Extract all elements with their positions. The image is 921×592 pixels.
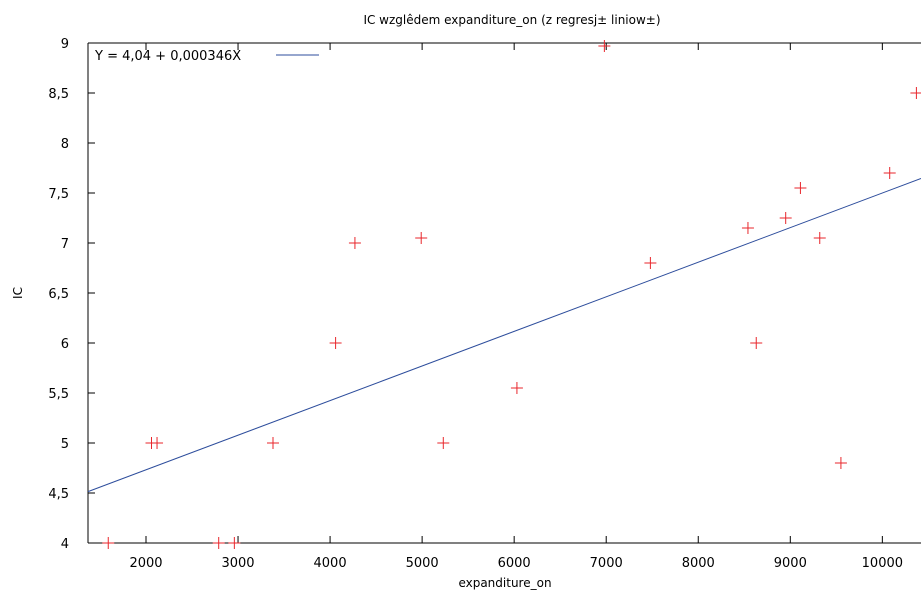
y-tick-label: 7 <box>61 237 69 252</box>
y-axis-title: IC <box>11 287 25 299</box>
scatter-point <box>644 257 657 269</box>
scatter-point <box>510 382 523 394</box>
scatter-point <box>794 182 807 194</box>
scatter-point <box>834 457 847 469</box>
scatter-point <box>779 212 792 224</box>
y-tick-label: 6,5 <box>48 287 69 302</box>
y-tick-label: 8,5 <box>48 87 69 102</box>
y-tick-label: 9 <box>61 37 69 52</box>
scatter-point <box>348 237 361 249</box>
y-tick-label: 6 <box>61 337 69 352</box>
data-points <box>102 40 921 549</box>
scatter-point <box>741 222 754 234</box>
y-tick-label: 4 <box>61 537 69 552</box>
scatter-point <box>102 537 115 549</box>
x-tick-label: 5000 <box>406 556 439 571</box>
regression-line-group <box>87 177 921 493</box>
scatter-point <box>598 40 611 52</box>
y-tick-label: 4,5 <box>48 487 69 502</box>
scatter-point <box>910 87 921 99</box>
scatter-point <box>437 437 450 449</box>
scatter-point <box>883 167 896 179</box>
x-tick-label: 9000 <box>774 556 807 571</box>
x-tick-label: 8000 <box>682 556 715 571</box>
scatter-point <box>415 232 428 244</box>
plot-area <box>87 42 921 544</box>
scatter-point <box>813 232 826 244</box>
x-tick-label: 3000 <box>221 556 254 571</box>
x-tick-label: 10000 <box>862 556 903 571</box>
y-tick-label: 8 <box>61 137 69 152</box>
y-tick-label: 5 <box>61 437 69 452</box>
scatter-point <box>212 537 225 549</box>
chart-title: IC wzglêdem expanditure_on (z regresj± l… <box>363 13 660 27</box>
legend: Y = 4,04 + 0,000346X <box>94 49 319 64</box>
scatter-point <box>267 437 280 449</box>
scatter-point <box>151 437 164 449</box>
scatter-point <box>329 337 342 349</box>
x-axis-title: expanditure_on <box>458 576 551 590</box>
x-tick-label: 4000 <box>314 556 347 571</box>
legend-label: Y = 4,04 + 0,000346X <box>94 49 241 64</box>
x-tick-label: 7000 <box>590 556 623 571</box>
y-tick-label: 7,5 <box>48 187 69 202</box>
scatter-point <box>228 537 241 549</box>
x-axis-ticks: 2000 3000 4000 5000 6000 7000 8000 9000 10000 <box>129 43 903 571</box>
x-tick-label: 6000 <box>498 556 531 571</box>
regression-line <box>87 177 921 493</box>
y-axis-ticks: 4 4,5 5 5,5 6 6,5 7 7,5 8 8,5 9 <box>48 37 95 552</box>
scatter-point <box>750 337 763 349</box>
y-tick-label: 5,5 <box>48 387 69 402</box>
x-tick-label: 2000 <box>129 556 162 571</box>
